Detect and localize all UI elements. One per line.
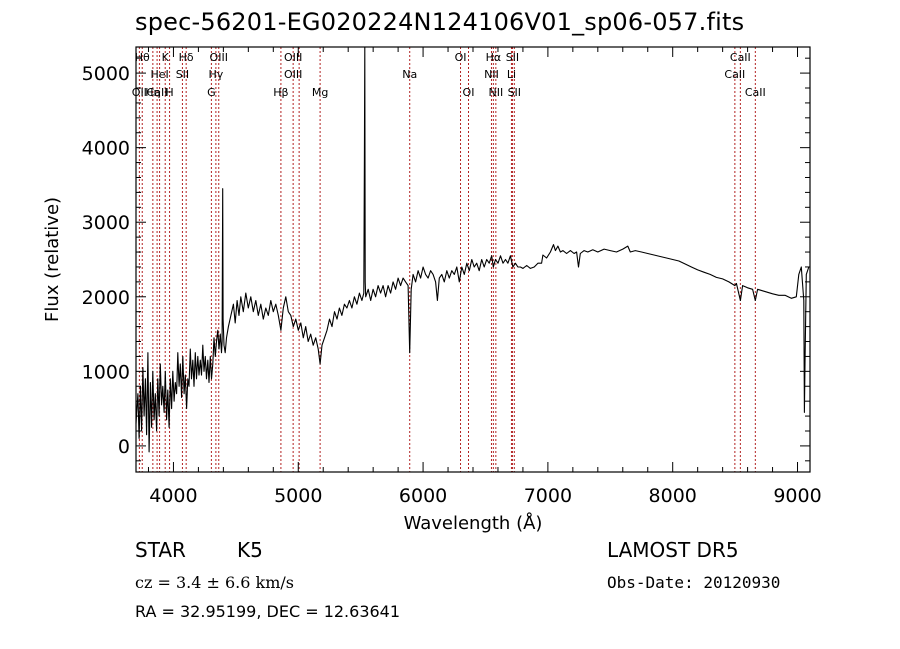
line-marker-label: OIII <box>210 51 228 64</box>
x-tick-label: 9000 <box>773 485 821 507</box>
x-tick-label: 5000 <box>274 485 322 507</box>
line-marker-label: NII <box>484 68 499 81</box>
line-marker-label: G <box>207 86 216 99</box>
line-marker-label: H <box>165 86 173 99</box>
line-marker-label: CaII <box>147 86 168 99</box>
x-tick-label: 6000 <box>399 485 447 507</box>
line-marker-label: Na <box>402 68 417 81</box>
line-marker-label: CaII <box>745 86 766 99</box>
y-tick-label: 0 <box>118 436 130 458</box>
line-marker-label: NII <box>488 86 503 99</box>
x-axis-title: Wavelength (Å) <box>404 512 543 534</box>
y-tick-label: 3000 <box>82 212 130 234</box>
y-tick-label: 1000 <box>82 361 130 383</box>
line-marker-label: OIII <box>284 68 302 81</box>
line-marker-label: Hγ <box>208 68 223 81</box>
y-tick-label: 4000 <box>82 138 130 160</box>
coordinates: RA = 32.95199, DEC = 12.63641 <box>135 602 401 621</box>
x-tick-label: 4000 <box>149 485 197 507</box>
line-marker-label: SII <box>176 68 189 81</box>
object-class: STAR <box>135 538 186 562</box>
line-marker-label: SII <box>508 86 521 99</box>
line-marker-label: CaII <box>730 51 751 64</box>
redshift-readout: cz = 3.4 ± 6.6 km/s <box>135 573 294 592</box>
line-marker-label: Hη <box>145 86 160 99</box>
line-marker-label: Mg <box>312 86 328 99</box>
x-tick-label: 7000 <box>524 485 572 507</box>
survey-label: LAMOST DR5 <box>607 538 739 562</box>
line-marker-label: OIII <box>284 51 302 64</box>
line-marker-label: HeI <box>150 68 168 81</box>
obs-date: Obs-Date: 20120930 <box>607 573 781 592</box>
line-marker-label: SII <box>506 51 519 64</box>
line-marker-label: Hθ <box>135 51 150 64</box>
y-tick-label: 2000 <box>82 287 130 309</box>
line-marker-label: Li <box>507 68 516 81</box>
line-marker-label: CaII <box>724 68 745 81</box>
y-axis-title: Flux (relative) <box>42 197 63 322</box>
line-marker-label: Hδ <box>179 51 194 64</box>
line-marker-label: Hβ <box>273 86 288 99</box>
y-tick-label: 5000 <box>82 63 130 85</box>
chart-title: spec-56201-EG020224N124106V01_sp06-057.f… <box>135 8 745 36</box>
line-marker-label: OI <box>463 86 475 99</box>
object-subclass: K5 <box>237 538 263 562</box>
line-marker-label: K <box>162 51 170 64</box>
x-tick-label: 8000 <box>649 485 697 507</box>
line-marker-label: Hα <box>486 51 502 64</box>
spectrum-line <box>135 46 810 453</box>
plot-frame <box>135 46 811 473</box>
line-marker-label: OI <box>455 51 467 64</box>
